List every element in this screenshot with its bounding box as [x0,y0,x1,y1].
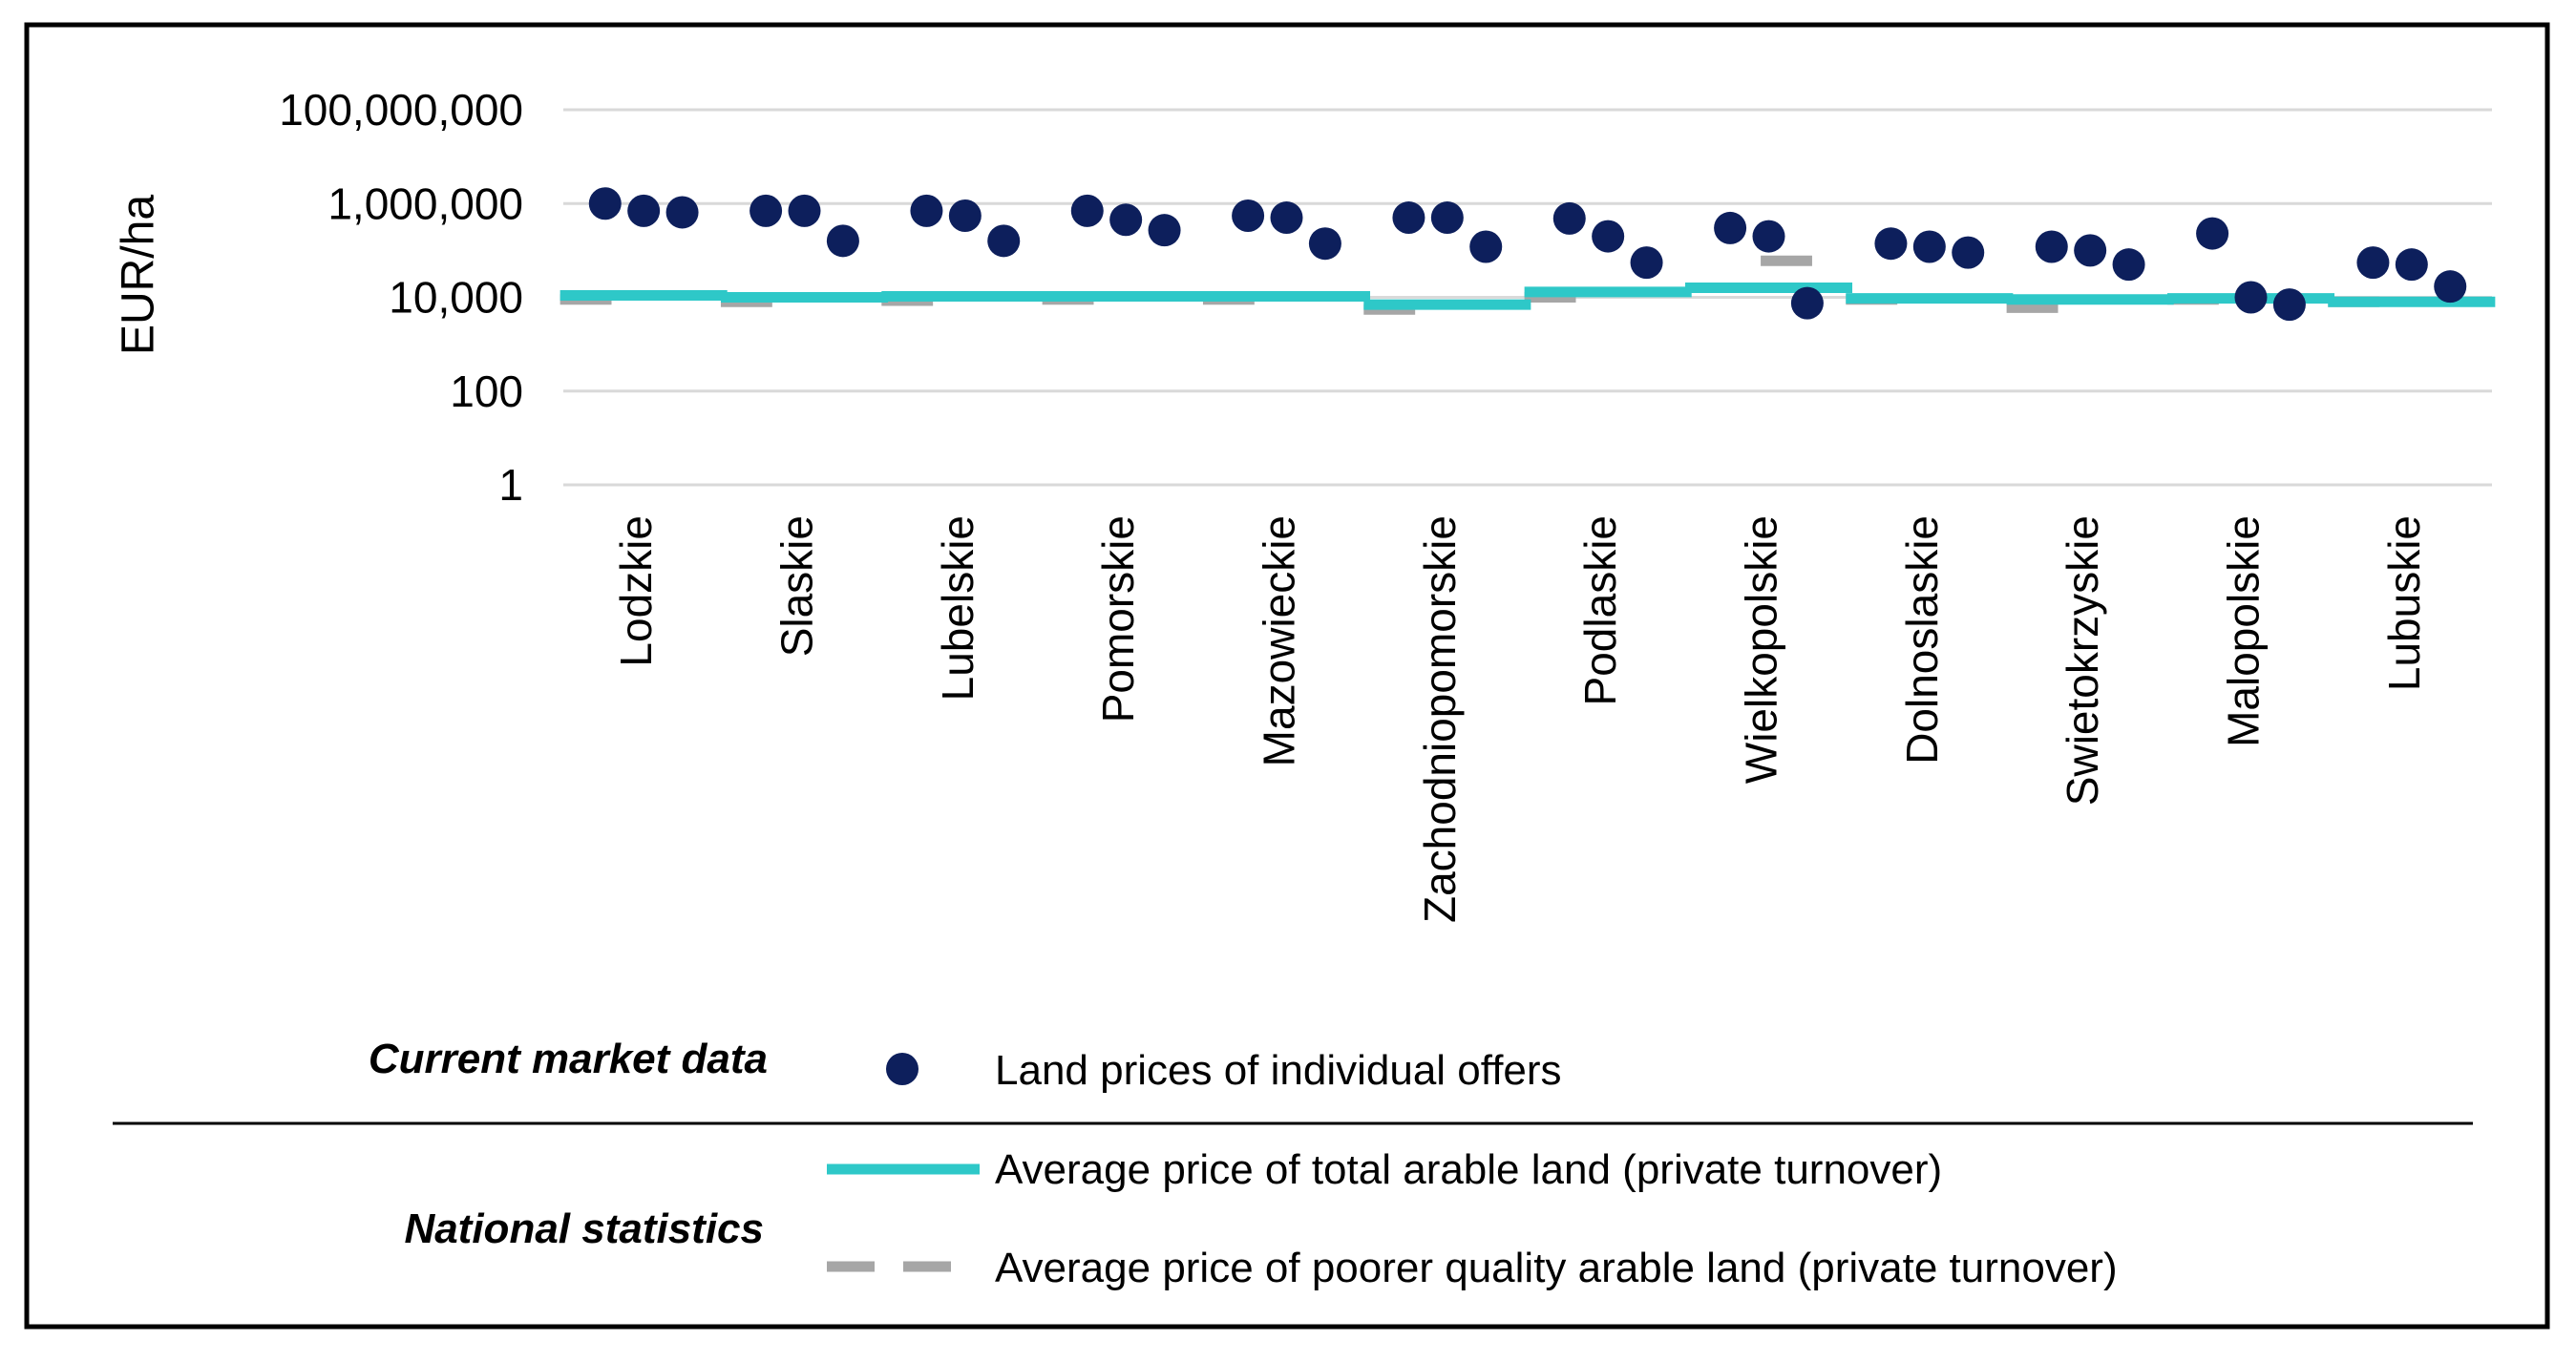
y-tick-label: 1,000,000 [327,178,523,228]
offer-dot [1552,201,1586,235]
y-tick-label: 100 [450,367,523,416]
offer-dot [1874,227,1908,261]
legend: Current market data Land prices of indiv… [113,1036,2473,1291]
offer-dot [788,194,821,227]
offer-dot [1270,201,1303,235]
x-category-label: Lubuskie [2379,515,2429,691]
legend-label-total-arable: Average price of total arable land (priv… [995,1146,1942,1193]
legend-label-individual-offers: Land prices of individual offers [995,1047,1562,1094]
x-category-label: Wielkopolskie [1737,515,1786,784]
offer-dot [1714,211,1747,244]
x-category-label: Dolnoslaskie [1897,515,1947,765]
offer-dot [1109,203,1143,237]
offer-dot [2356,246,2390,280]
x-category-label: Lubelskie [933,515,982,701]
offer-dot [1070,194,1104,227]
offer-dot [665,196,699,229]
offer-dot [1790,286,1824,320]
offer-dot [987,224,1021,258]
x-category-label: Zachodniopomorskie [1415,515,1465,923]
offer-dot [2074,234,2107,267]
y-axis-label: EUR/ha [114,195,164,355]
x-category-label: Pomorskie [1093,515,1143,723]
offer-dot [1752,220,1785,253]
offer-dot [1469,230,1503,263]
legend-dot-marker [886,1053,918,1085]
x-category-label: Swietokrzyskie [2058,515,2107,806]
offer-dot [1392,201,1425,235]
offer-dot [1232,199,1265,233]
y-tick-label: 10,000 [389,273,523,323]
legend-heading-current-market: Current market data [369,1036,768,1082]
individual-offers-series [588,187,2467,322]
x-category-label: Slaskie [772,515,822,657]
offer-dot [1630,246,1663,280]
offer-dot [627,194,661,227]
offer-dot [1308,227,1341,261]
offer-dot [1430,201,1464,235]
legend-heading-national-statistics: National statistics [404,1205,764,1252]
offer-dot [750,194,783,227]
offer-dot [910,194,943,227]
offer-dot [948,199,982,233]
offer-dot [1952,236,1985,269]
offer-dot [2434,270,2467,304]
y-axis-ticks: 1 100 10,000 1,000,000 100,000,000 [279,85,523,510]
y-tick-label: 100,000,000 [279,85,523,135]
offer-dot [2035,230,2068,263]
offer-dot [1912,230,1946,263]
offer-dot [2234,281,2268,314]
y-tick-label: 1 [498,460,523,510]
offer-dot [2112,248,2145,282]
x-category-label: Mazowieckie [1255,515,1304,766]
offer-dot [1148,214,1181,247]
offer-dot [2196,217,2229,250]
offer-dot [1592,220,1625,253]
offer-dot [2272,288,2306,322]
offer-dot [826,224,859,258]
x-category-label: Malopolskie [2219,515,2269,747]
legend-label-poorer-quality: Average price of poorer quality arable l… [995,1245,2118,1291]
x-axis-category-labels: Lodzkie Slaskie Lubelskie Pomorskie Mazowiec… [611,515,2429,923]
offer-dot [588,187,622,220]
outer-border [24,22,2550,1330]
x-category-label: Lodzkie [611,515,661,667]
offer-dot [2395,248,2428,282]
x-category-label: Podlaskie [1575,515,1625,705]
